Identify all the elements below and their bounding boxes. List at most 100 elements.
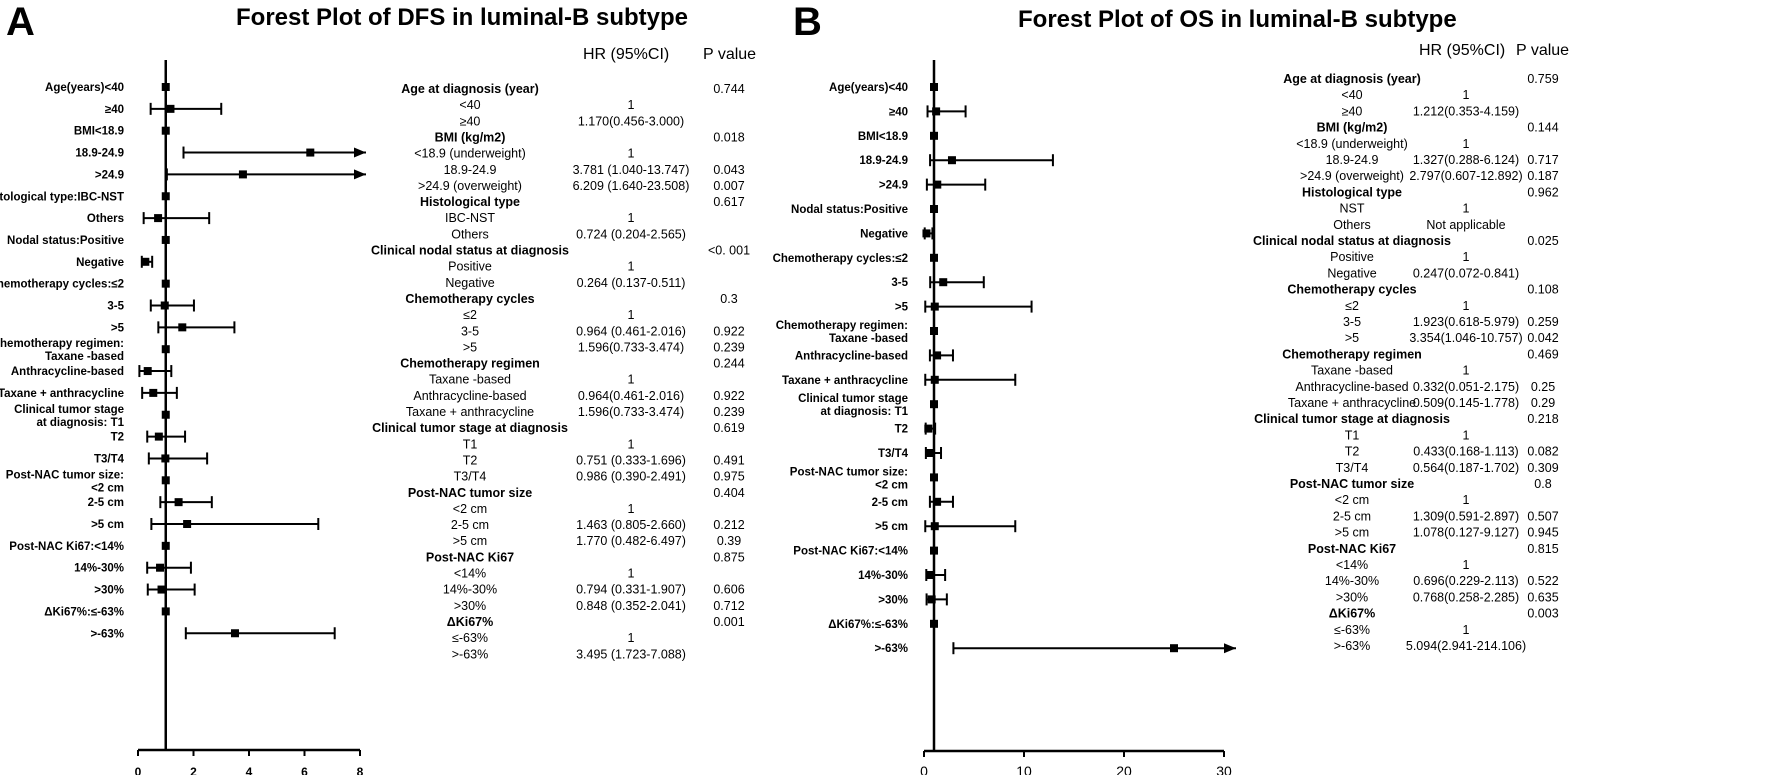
hr-point [930,375,939,384]
hr-point [939,278,948,287]
table-label: 18.9-24.9 [1326,153,1379,167]
table-hr: 0.768(0.258-2.285) [1413,590,1519,604]
hr-point [161,126,170,135]
table-label: Taxane -based [429,373,511,387]
table-label: T2 [1345,445,1360,459]
table-hr: 1 [1463,137,1470,151]
table-label: 18.9-24.9 [444,163,497,177]
table-p: 0.309 [1527,461,1558,475]
table-label: 3-5 [1343,315,1361,329]
panel-a-title: Forest Plot of DFS in luminal-B subtype [236,4,689,31]
table-label: Post-NAC Ki67 [1308,542,1396,556]
row-label: ≥40 [105,104,124,116]
row-label: Chemotherapy regimen: Taxane -based [776,320,908,345]
table-hr: 0.964 (0.461-2.016) [576,324,686,338]
row-label: Post-NAC tumor size: <2 cm [790,466,908,491]
hr-point [933,497,942,506]
table-p: 0.8 [1534,477,1551,491]
table-label: Taxane -based [1311,364,1393,378]
row-label: Chemotherapy cycles:≤2 [773,253,908,265]
table-hr: 0.986 (0.390-2.491) [576,470,686,484]
table-label: Positive [448,260,492,274]
table-p: 0.875 [713,550,744,564]
table-hr: 1 [1463,250,1470,264]
table-hr: 3.781 (1.040-13.747) [573,163,690,177]
table-p: 0.239 [713,340,744,354]
table-label: 2-5 cm [451,518,489,532]
table-p: 0.759 [1527,72,1558,86]
table-label: Anthracycline-based [413,389,526,403]
hr-point [932,107,941,116]
table-hr: 1 [628,308,635,322]
row-label: T2 [111,432,124,444]
table-p: 0.042 [1527,331,1558,345]
table-hr: 1 [1463,88,1470,102]
table-label: >5 [1345,331,1359,345]
table-label: <18.9 (underweight) [414,147,526,161]
hr-point [930,131,938,140]
panel-a-hr-header: HR (95%CI) [583,46,670,63]
table-p: 0.259 [1527,315,1558,329]
table-hr: 0.509(0.145-1.778) [1413,396,1519,410]
table-p: 0.007 [713,179,744,193]
row-label: Others [87,213,124,225]
table-p: 0.187 [1527,169,1558,183]
row-label: Post-NAC Ki67:<14% [793,546,908,558]
table-p: 0.491 [713,453,744,467]
hr-point [924,424,933,433]
table-p: 0.712 [713,599,744,613]
table-label: ΔKi67% [447,615,494,629]
table-label: <40 [1341,88,1362,102]
row-label: >5 cm [875,521,908,533]
table-hr: 0.794 (0.331-1.907) [576,583,686,597]
table-hr: 1.170(0.456-3.000) [578,114,684,128]
table-p: 0.239 [713,405,744,419]
table-p: 0.815 [1527,542,1558,556]
table-label: ≥40 [460,114,481,128]
table-label: >-63% [1334,639,1370,653]
table-hr: 0.433(0.168-1.113) [1413,445,1518,459]
table-p: 0.717 [1527,153,1558,167]
table-hr: 1 [1463,623,1470,637]
panel-a-letter: A [6,0,35,44]
panel-b-letter: B [793,0,822,44]
row-label: Clinical tumor stage at diagnosis: T1 [14,404,125,429]
table-label: Chemotherapy cycles [1287,283,1416,297]
table-label: >24.9 (overweight) [418,179,522,193]
table-label: <2 cm [1335,493,1369,507]
table-label: Histological type [420,195,520,209]
hr-point [178,323,187,332]
table-hr: 1 [628,98,635,112]
hr-point [922,229,931,238]
hr-point [161,279,170,288]
row-label: Histological type:IBC-NST [0,191,124,203]
table-p: 0.082 [1527,445,1558,459]
table-label: Clinical nodal status at diagnosis [371,244,569,258]
table-p: 0.144 [1527,121,1558,135]
table-p: 0.975 [713,470,744,484]
row-label: 2-5 cm [872,497,908,509]
row-label: Taxane + anthracycline [0,388,124,400]
hr-point [933,351,942,360]
table-label: 14%-30% [443,583,497,597]
table-hr: 0.696(0.229-2.113) [1413,574,1518,588]
row-label: Nodal status:Positive [791,204,908,216]
hr-point [925,449,934,457]
row-label: 18.9-24.9 [859,155,908,167]
table-hr: 1 [1463,364,1470,378]
row-label: >24.9 [879,180,908,192]
row-label: 3-5 [891,277,908,289]
table-hr: 1 [1463,428,1470,442]
row-label: 14%-30% [858,570,908,582]
hr-point [161,607,170,616]
table-p: 0.945 [1527,526,1558,540]
hr-point [930,400,938,409]
row-label: >30% [878,594,908,606]
row-label: >30% [94,585,124,597]
table-p: 0.003 [1527,607,1558,621]
x-tick-label: 6 [301,765,308,775]
hr-point [930,522,939,531]
table-hr: 1.078(0.127-9.127) [1413,526,1519,540]
hr-point [161,192,170,201]
table-hr: 1 [628,437,635,451]
